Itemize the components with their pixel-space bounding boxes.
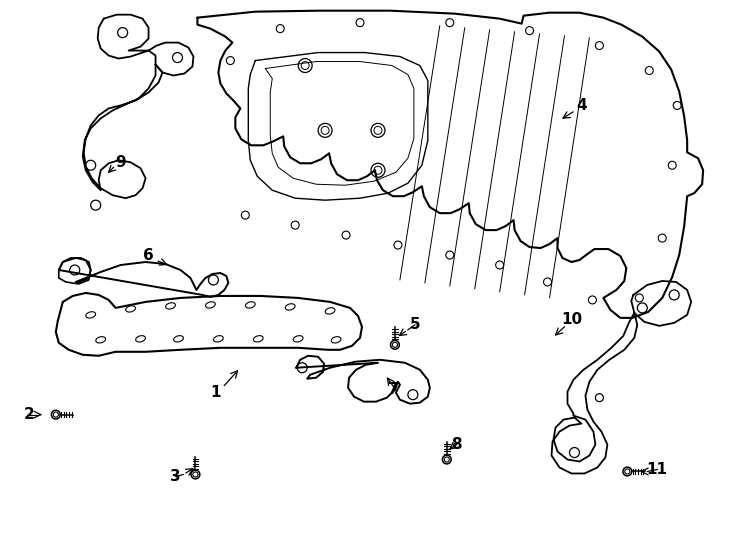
Text: 9: 9: [115, 155, 126, 170]
Text: 8: 8: [451, 437, 462, 452]
Text: 11: 11: [647, 462, 668, 477]
Text: 10: 10: [561, 312, 582, 327]
Text: 3: 3: [170, 469, 181, 484]
Text: 4: 4: [576, 98, 586, 113]
Text: 5: 5: [410, 318, 420, 332]
Text: 6: 6: [143, 247, 154, 262]
Text: 1: 1: [210, 385, 221, 400]
Text: 2: 2: [23, 407, 34, 422]
Text: 7: 7: [388, 382, 399, 397]
